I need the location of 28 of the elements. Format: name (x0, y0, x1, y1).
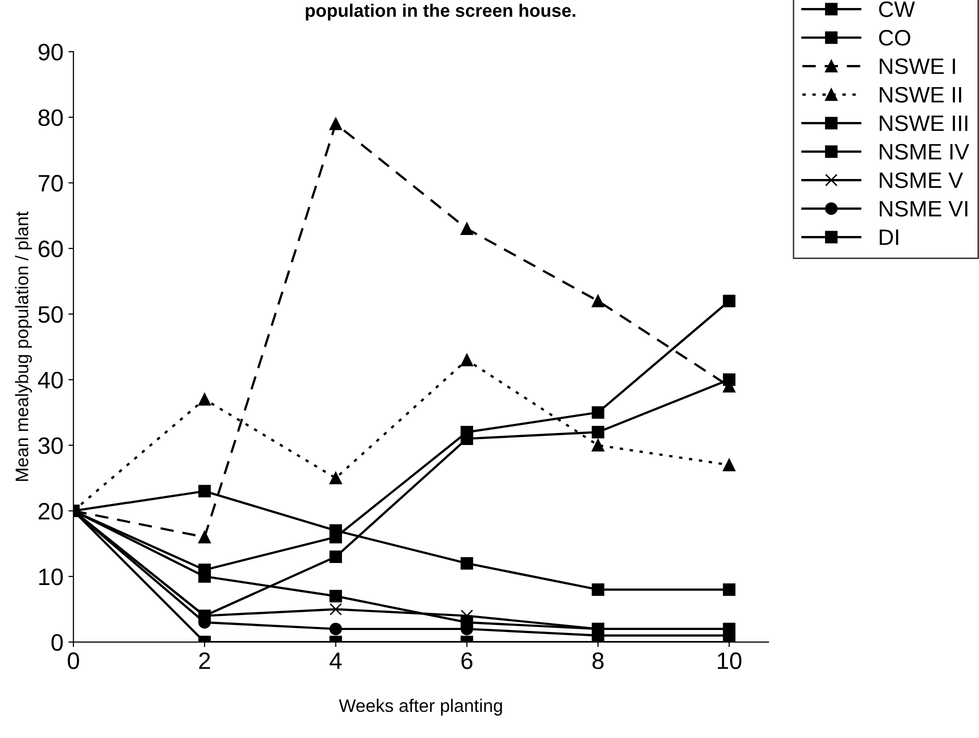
x-axis-title: Weeks after planting (338, 698, 502, 716)
y-tick-label: 80 (38, 109, 63, 126)
x-tick-label: 4 (330, 652, 342, 669)
y-tick-label: 10 (39, 568, 63, 586)
x-tick-label: 10 (718, 652, 742, 670)
y-tick-label: 40 (38, 372, 63, 388)
legend-label: NSME IV (880, 144, 970, 160)
legend-label: NSWE III (880, 115, 968, 132)
y-tick-label: 30 (38, 437, 63, 454)
y-axis-title: Mean mealybug population / plant (15, 211, 32, 481)
legend-label: CW (879, 1, 915, 18)
y-tick-label: 0 (51, 634, 63, 651)
x-tick-label: 0 (68, 652, 80, 670)
y-tick-label: 60 (38, 240, 63, 258)
legend-label: NSWE II (880, 86, 962, 103)
y-tick-label: 90 (38, 44, 63, 60)
y-tick-label: 50 (38, 306, 63, 323)
chart-title: population in the screen house. (306, 4, 576, 21)
y-tick-label: 20 (38, 502, 63, 520)
legend-label: CO (879, 30, 910, 46)
x-tick-label: 2 (199, 652, 210, 669)
x-tick-label: 8 (592, 652, 604, 670)
legend-label: NSME VI (880, 200, 968, 217)
y-tick-label: 70 (38, 174, 63, 192)
x-tick-label: 6 (462, 652, 472, 670)
legend-label: NSWE I (880, 58, 955, 74)
legend-label: NSME V (880, 172, 964, 188)
legend-label: DI (880, 230, 898, 245)
